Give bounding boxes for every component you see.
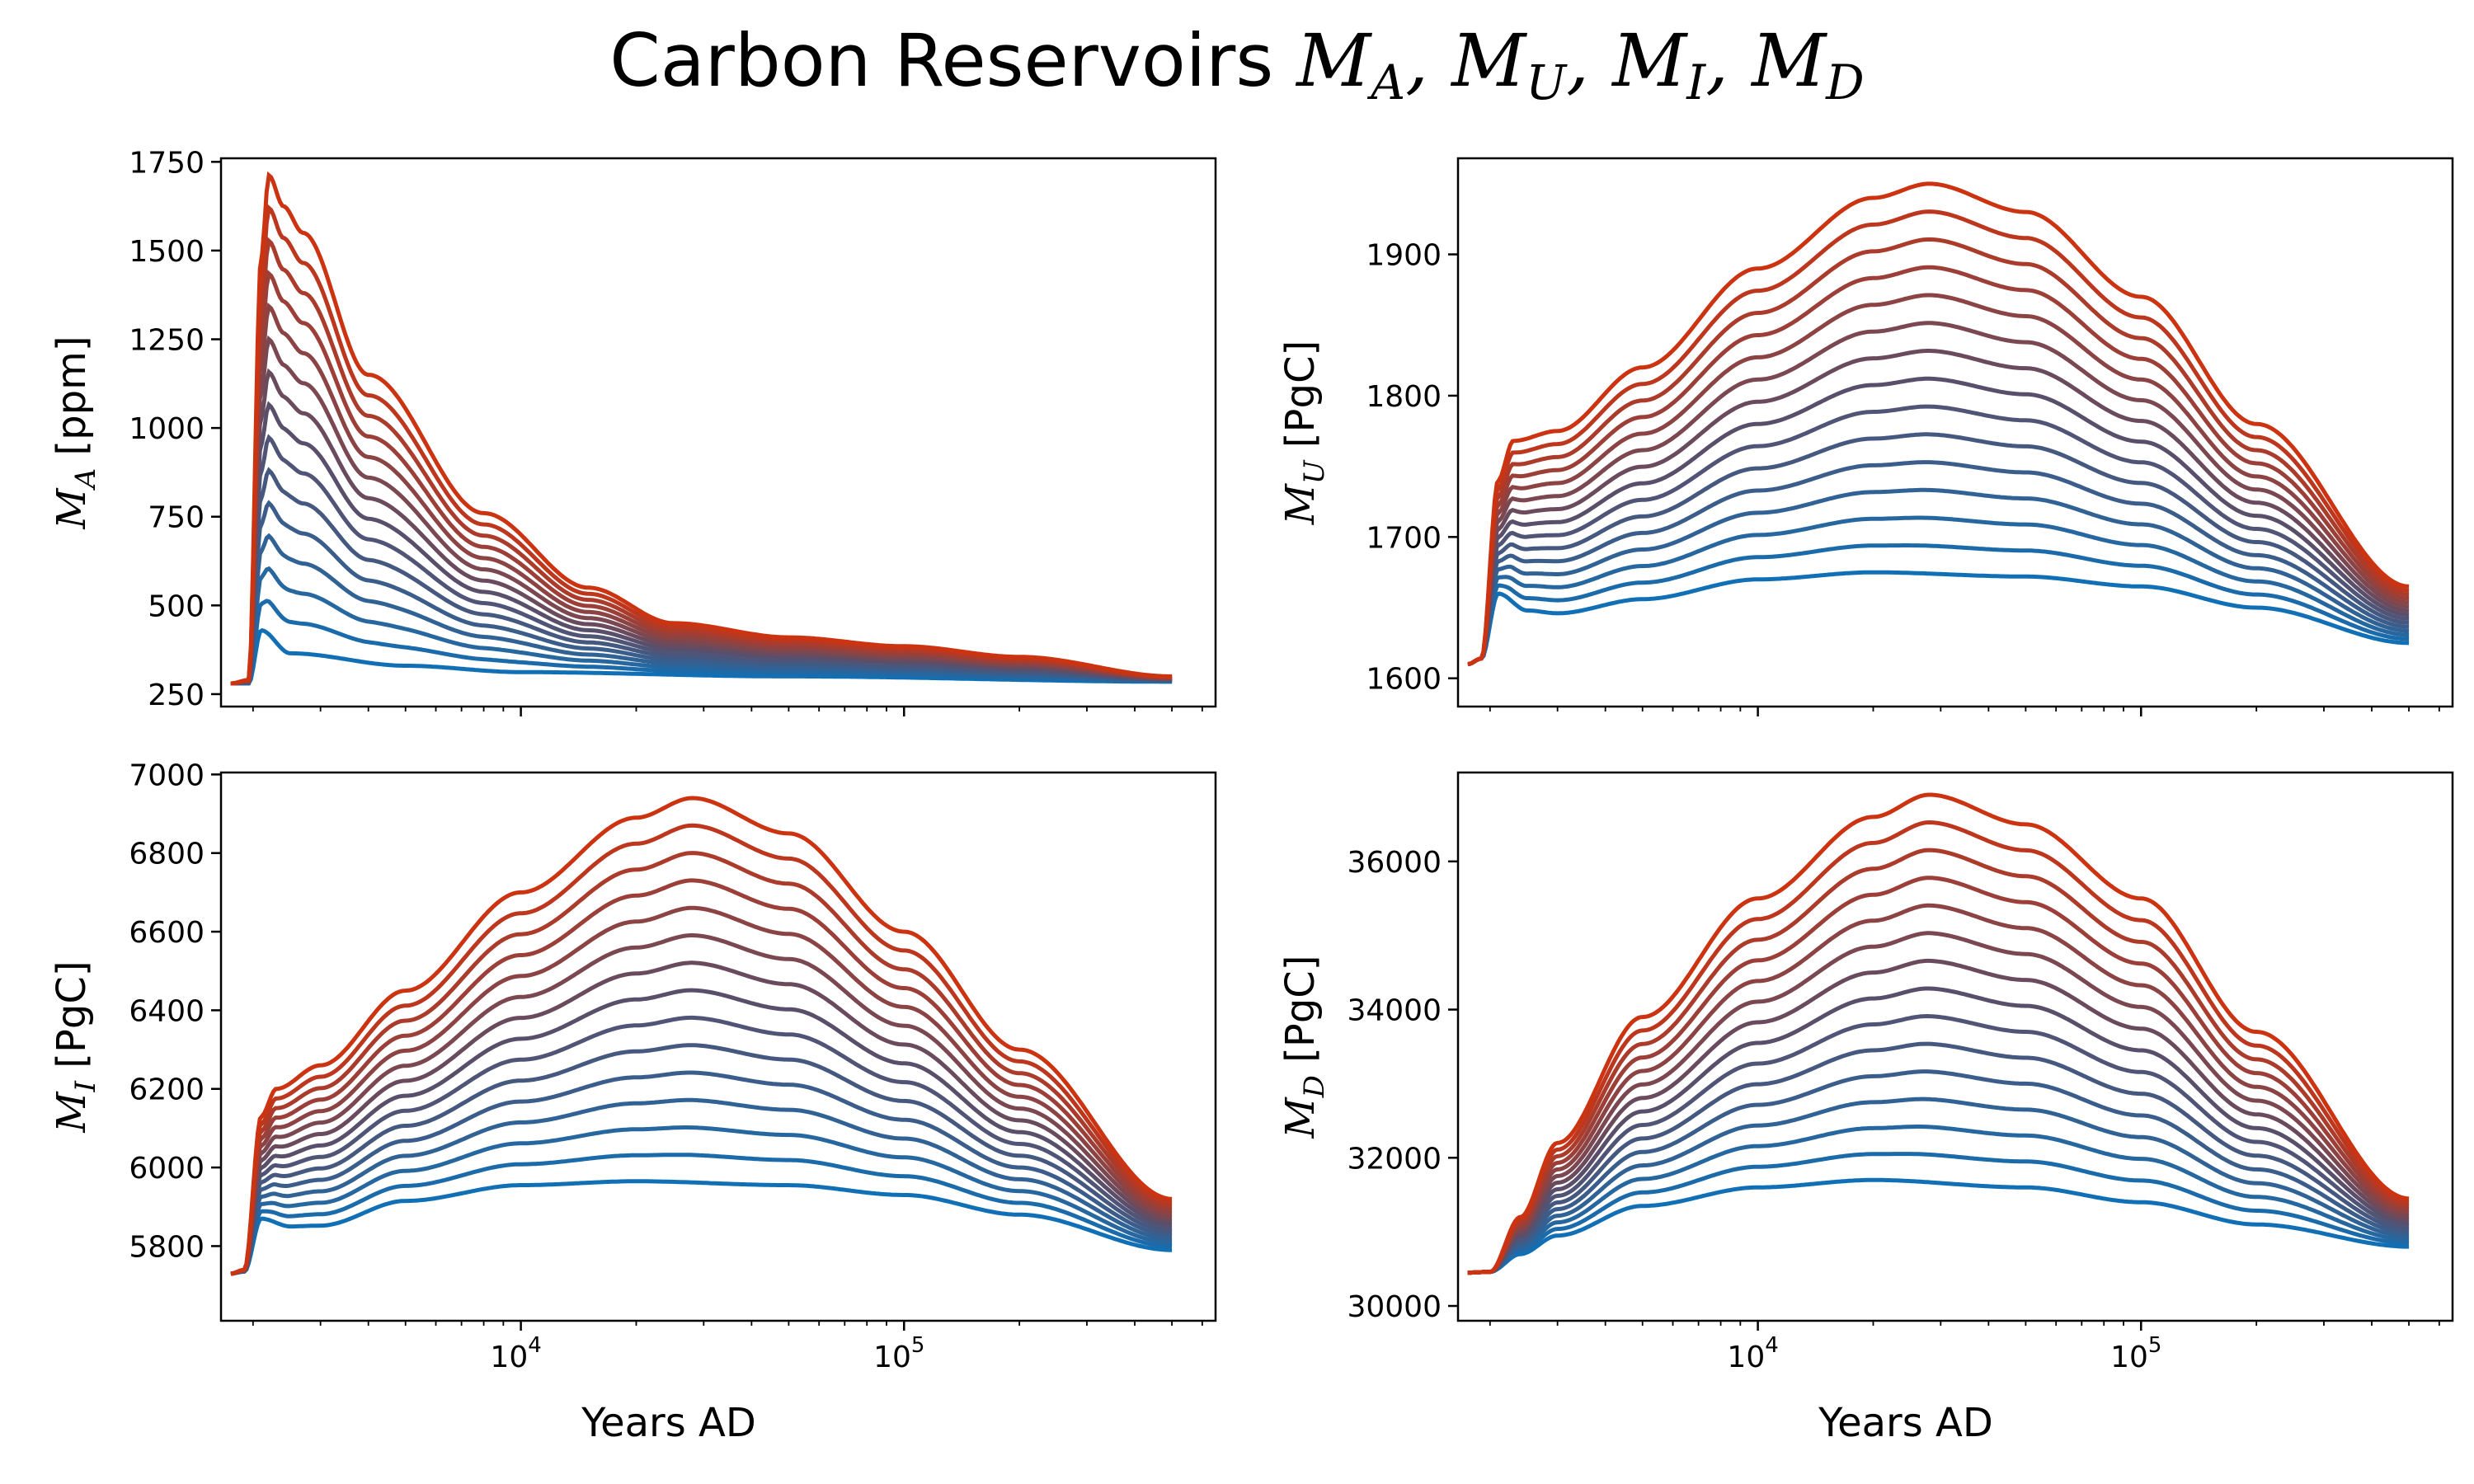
series-line-14 [1467, 819, 2410, 1275]
series-line-14 [1467, 209, 2410, 667]
y-tick-label: 1700 [1366, 521, 1442, 555]
series-line-11 [1467, 903, 2410, 1275]
axes-frame [219, 771, 1217, 1322]
series-line-11 [1467, 293, 2410, 667]
x-tick-label: 104 [1727, 1333, 1778, 1374]
series-line-12 [1467, 265, 2410, 667]
series-line-13 [1467, 237, 2410, 667]
panel-m-i: 5800 6000 6200 6400 6600 6800 7000 104 105 Years … [49, 758, 1217, 1446]
series-line-7 [1467, 1013, 2410, 1275]
panel-m-a: 250 500 750 1000 1250 1500 1750 MA [ppm] [49, 146, 1217, 716]
series-line-2 [1467, 543, 2410, 667]
series-line-7 [1467, 404, 2410, 667]
y-axis-label: MI [PgC] [49, 960, 102, 1133]
series-line-6 [230, 1043, 1173, 1276]
y-tick-label: 1800 [1366, 380, 1442, 414]
series-line-10 [1467, 931, 2410, 1275]
series-line-7 [230, 1015, 1173, 1276]
title-math: MA, MU, MI, MD [1296, 18, 1865, 110]
y-tick-label: 1500 [129, 235, 205, 269]
series-line-14 [230, 823, 1173, 1276]
series-line-9 [1467, 349, 2410, 667]
series-group [230, 171, 1173, 686]
series-line-3 [230, 1125, 1173, 1276]
series-line-1 [230, 1179, 1173, 1276]
series-line-12 [230, 878, 1173, 1276]
series-line-4 [1467, 487, 2410, 667]
series-line-3 [1467, 1125, 2410, 1275]
series-line-1 [1467, 1177, 2410, 1275]
y-axis-label: MU [PgC] [1277, 340, 1331, 525]
y-tick-label: 32000 [1347, 1142, 1442, 1176]
y-tick-label: 1000 [129, 412, 205, 446]
x-axis-label: Years AD [581, 1400, 756, 1446]
series-line-3 [1467, 515, 2410, 667]
series-line-4 [1467, 1097, 2410, 1275]
series-line-10 [1467, 321, 2410, 667]
series-group [230, 796, 1173, 1276]
y-axis-label: MA [ppm] [49, 336, 102, 529]
y-tick-label: 36000 [1347, 846, 1442, 880]
y-tick-label: 1600 [1366, 663, 1442, 697]
y-tick-label: 1750 [129, 146, 205, 180]
series-line-5 [1467, 1069, 2410, 1275]
x-tick-label: 105 [873, 1333, 924, 1374]
series-line-15 [1467, 792, 2410, 1275]
series-line-13 [1467, 848, 2410, 1275]
series-line-15 [1467, 181, 2410, 667]
series-line-8 [1467, 376, 2410, 667]
y-tick-label: 7000 [129, 758, 205, 792]
x-tick-label: 104 [490, 1333, 541, 1374]
series-line-12 [1467, 876, 2410, 1275]
y-tick-label: 250 [148, 679, 205, 712]
x-tick-label: 105 [2110, 1333, 2161, 1374]
series-line-5 [230, 1070, 1173, 1276]
y-tick-label: 750 [148, 501, 205, 535]
series-line-4 [230, 1097, 1173, 1276]
series-line-13 [230, 237, 1173, 686]
series-line-6 [1467, 432, 2410, 667]
series-line-5 [1467, 460, 2410, 667]
y-tick-label: 500 [148, 589, 205, 623]
series-line-10 [230, 933, 1173, 1276]
y-tick-label: 6000 [129, 1152, 205, 1186]
x-axis-label: Years AD [1818, 1400, 1993, 1446]
series-line-2 [230, 1153, 1173, 1276]
series-line-11 [230, 905, 1173, 1276]
series-group [1467, 181, 2410, 667]
panel-m-d: 30000 32000 34000 36000 104 105 Years AD MD [Pg… [1277, 771, 2454, 1446]
series-line-8 [1467, 986, 2410, 1275]
y-axis-label: MD [PgC] [1277, 955, 1331, 1139]
series-group [1467, 792, 2410, 1275]
y-tick-label: 34000 [1347, 994, 1442, 1028]
axes-frame [1456, 771, 2454, 1322]
y-tick-label: 1250 [129, 324, 205, 358]
y-tick-label: 6200 [129, 1073, 205, 1107]
axes-frame [219, 157, 1217, 708]
y-tick-label: 5800 [129, 1230, 205, 1264]
series-line-8 [230, 988, 1173, 1276]
series-line-14 [230, 204, 1173, 686]
series-line-15 [230, 796, 1173, 1276]
panel-m-u: 1600 1700 1800 1900 MU [PgC] [1277, 157, 2454, 716]
series-line-15 [230, 171, 1173, 686]
series-line-9 [1467, 958, 2410, 1275]
figure-title: Carbon Reservoirs MA, MU, MI, MD [0, 18, 2474, 110]
series-line-6 [1467, 1041, 2410, 1275]
y-tick-label: 30000 [1347, 1290, 1442, 1324]
series-line-1 [1467, 570, 2410, 667]
series-line-2 [1467, 1152, 2410, 1275]
title-text: Carbon Reservoirs [609, 18, 1297, 103]
y-tick-label: 6800 [129, 838, 205, 871]
y-tick-label: 6600 [129, 916, 205, 950]
y-tick-label: 6400 [129, 994, 205, 1028]
series-line-13 [230, 851, 1173, 1276]
series-line-9 [230, 960, 1173, 1276]
y-tick-label: 1900 [1366, 239, 1442, 273]
axes-frame [1456, 157, 2454, 708]
